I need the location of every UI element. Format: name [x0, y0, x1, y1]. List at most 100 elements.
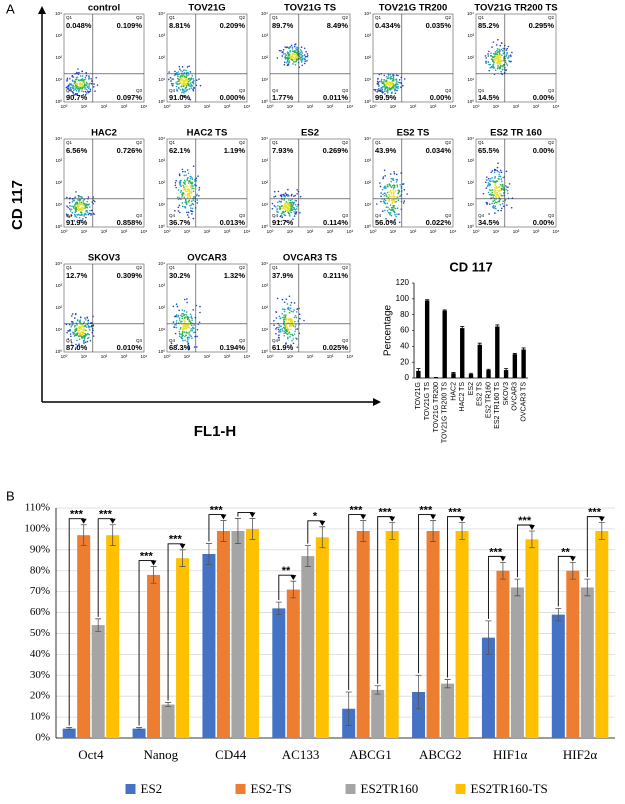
- event-dot: [90, 82, 93, 85]
- quadrant-name: Q3: [445, 213, 452, 218]
- event-dot: [192, 203, 195, 206]
- event-dot: [395, 181, 398, 183]
- error-bar: [485, 620, 492, 655]
- error-bar: [528, 530, 535, 549]
- event-dot: [499, 184, 502, 186]
- error-bar: [460, 326, 465, 330]
- event-dot: [377, 88, 380, 90]
- event-dot: [389, 184, 391, 187]
- quadrant-name: Q2: [239, 140, 246, 145]
- event-dot: [280, 205, 283, 208]
- event-dot: [191, 207, 194, 210]
- quadrant-name: Q2: [342, 15, 349, 20]
- event-dot: [185, 311, 188, 313]
- event-dot: [282, 318, 285, 321]
- event-dot: [401, 84, 404, 87]
- error-bar: [95, 618, 102, 632]
- event-dot: [380, 195, 382, 198]
- event-dot: [82, 332, 85, 334]
- event-dot: [502, 65, 504, 68]
- event-dot: [68, 323, 71, 326]
- event-dot: [293, 211, 295, 213]
- event-dot: [198, 194, 200, 197]
- event-dot: [70, 320, 73, 323]
- event-dot: [93, 200, 96, 203]
- event-dot: [290, 211, 292, 214]
- y-tick-label: 50%: [30, 627, 50, 639]
- event-dot: [281, 211, 284, 214]
- event-dot: [295, 316, 298, 319]
- event-dot: [497, 54, 500, 56]
- event-dot: [287, 308, 290, 310]
- event-dot: [391, 82, 394, 85]
- event-dot: [292, 203, 295, 206]
- event-dot: [186, 332, 188, 334]
- event-dot: [494, 212, 496, 214]
- y-tick-label: 10²: [467, 180, 474, 185]
- x-tick-label: 10⁴: [141, 229, 148, 234]
- event-dot: [85, 326, 88, 329]
- event-dot: [177, 86, 180, 89]
- event-dot: [279, 317, 281, 320]
- quadrant-name: Q1: [272, 140, 279, 145]
- event-dot: [283, 308, 286, 311]
- event-dot: [84, 88, 87, 90]
- event-dot: [187, 172, 190, 175]
- error-bar: [360, 520, 367, 542]
- event-dot: [388, 81, 391, 84]
- event-dot: [497, 62, 500, 65]
- plot-frame: [475, 13, 557, 103]
- bar: [272, 608, 286, 738]
- event-dot: [181, 70, 184, 73]
- event-dot: [400, 86, 402, 88]
- event-dot: [189, 78, 192, 81]
- x-tick-label: 10³: [533, 229, 540, 234]
- legend-label: ES2TR160-TS: [471, 781, 548, 796]
- x-tick-label: 10¹: [287, 354, 294, 359]
- event-dot: [508, 55, 510, 57]
- event-dot: [195, 194, 198, 197]
- event-dot: [279, 215, 282, 218]
- event-dot: [181, 168, 184, 171]
- event-dot: [386, 184, 389, 186]
- event-dot: [194, 178, 196, 181]
- legend-swatch: [345, 784, 356, 794]
- event-dot: [73, 199, 76, 202]
- event-dot: [193, 86, 195, 89]
- event-dot: [78, 195, 81, 197]
- event-dot: [178, 317, 181, 319]
- event-dot: [83, 81, 85, 83]
- event-dot: [505, 69, 507, 72]
- event-dot: [193, 187, 195, 190]
- event-dot: [181, 317, 184, 320]
- event-dot: [278, 208, 281, 210]
- event-dot: [499, 175, 502, 178]
- event-dot: [284, 58, 287, 60]
- event-dot: [90, 77, 93, 80]
- event-dot: [184, 78, 187, 81]
- quadrant-name: Q3: [239, 213, 246, 218]
- event-dot: [183, 71, 186, 74]
- event-dot: [74, 202, 77, 205]
- event-dot: [72, 207, 75, 209]
- event-dot: [285, 317, 287, 320]
- event-dot: [499, 189, 501, 192]
- error-bar: [504, 368, 509, 372]
- event-dot: [295, 51, 298, 54]
- event-dot: [289, 307, 292, 309]
- event-dot: [170, 342, 173, 345]
- event-dot: [391, 209, 394, 212]
- event-dot: [67, 87, 70, 89]
- event-dot: [291, 339, 293, 342]
- event-dot: [192, 165, 195, 167]
- event-dot: [75, 89, 78, 92]
- event-dot: [388, 96, 390, 98]
- event-dot: [300, 50, 303, 53]
- quadrant-value: 0.114%: [323, 218, 348, 227]
- chart-title: CD 117: [449, 259, 492, 274]
- event-dot: [283, 320, 285, 322]
- event-dot: [393, 185, 396, 188]
- event-dot: [284, 328, 286, 330]
- event-dot: [81, 70, 83, 73]
- x-tick-label: 10⁴: [347, 104, 354, 109]
